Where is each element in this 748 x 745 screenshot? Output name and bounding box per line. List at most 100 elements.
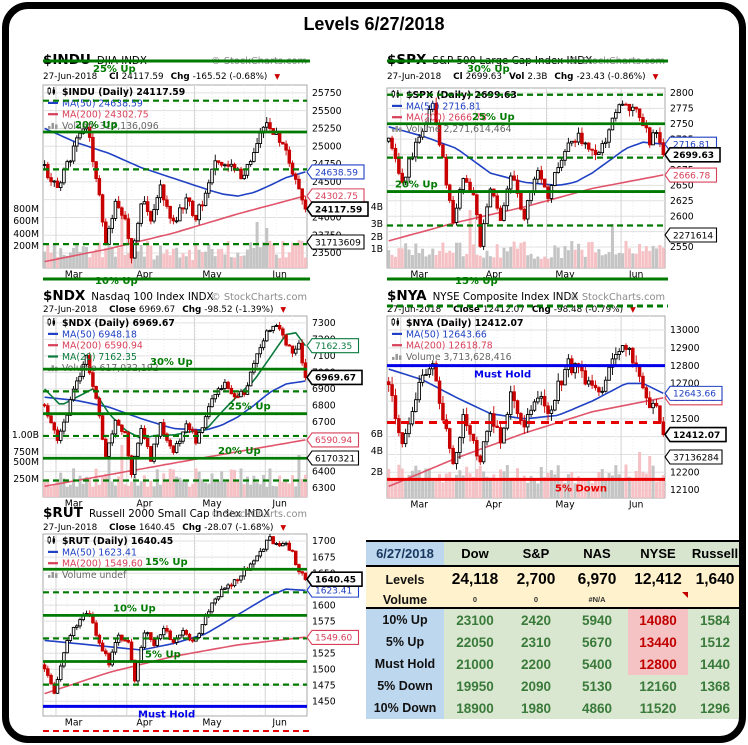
chart-header: $RUT Russell 2000 Small Cap Index INDX© S… [43,505,307,521]
svg-text:24117.59: 24117.59 [315,205,362,215]
chart-date-row: 27-Jun-2018 Cl 2699.63 Vol 2.3B Chg -23.43 (-0… [387,72,659,82]
svg-text:Cl: Cl [453,72,462,82]
table-value-cell: 21000 [444,653,506,675]
svg-text:1450: 1450 [312,696,336,707]
svg-text:Volume 317,136,096: Volume 317,136,096 [62,121,159,132]
svg-text:Mar: Mar [410,500,428,511]
table-label-cell: 5% Up [366,631,444,653]
svg-text:-23.43 (-0.86%): -23.43 (-0.86%) [576,72,645,82]
svg-text:May: May [555,500,575,511]
svg-text:6300: 6300 [312,483,336,494]
chart-date-row: 27-Jun-2018 Close 6969.67 Chg -98.52 (-1.39%… [43,305,286,315]
table-index-header: S&P [506,540,566,567]
levels-table: 6/27/2018 Dow S&P NAS NYSE Russell Levels 24,11… [366,540,742,719]
svg-text:1700: 1700 [312,536,336,547]
svg-text:MA(200) 24302.75: MA(200) 24302.75 [62,110,149,121]
table-row: 10% Down 18900 1980 4860 11520 1296 [366,697,742,719]
svg-text:1675: 1675 [312,552,336,563]
svg-text:▼: ▼ [274,72,280,81]
svg-text:© StockCharts.com: © StockCharts.com [211,509,307,520]
table-value-cell: 14080 [628,608,688,631]
svg-text:6800: 6800 [312,401,336,412]
svg-text:MA(50) 2716.81: MA(50) 2716.81 [406,101,481,112]
svg-text:1.00B: 1.00B [12,430,39,441]
svg-text:1623.41: 1623.41 [315,586,352,596]
svg-text:23500: 23500 [312,248,342,259]
svg-text:Nasdaq 100 Index INDX: Nasdaq 100 Index INDX [91,291,213,303]
svg-text:6170321: 6170321 [315,454,355,464]
svg-text:Chg: Chg [182,305,201,315]
table-value-cell: 1,640 [688,566,742,592]
svg-text:MA(50) 6948.18: MA(50) 6948.18 [62,329,137,340]
chart-date-row: 27-Jun-2018 Close 1640.45 Chg -28.07 (-1.68%… [43,523,286,533]
table-index-header: Russell [688,540,742,567]
comment-marker [682,592,688,598]
svg-text:MA(200) 12618.78: MA(200) 12618.78 [406,341,493,352]
svg-text:12700: 12700 [670,379,700,390]
svg-text:1600: 1600 [312,600,336,611]
svg-text:2666.78: 2666.78 [673,171,710,181]
svg-text:$INDU (Daily) 24117.59: $INDU (Daily) 24117.59 [62,87,185,98]
svg-text:MA(200) 1549.60: MA(200) 1549.60 [62,559,143,570]
chart-header: $NYA NYSE Composite Index INDX© StockChar… [387,288,665,304]
table-row: 5% Down 19950 2090 5130 12160 1368 [366,675,742,697]
svg-text:24638.59: 24638.59 [315,168,358,178]
svg-text:2800: 2800 [670,88,694,99]
table-value-cell: 1368 [688,675,742,697]
svg-text:$RUT: $RUT [43,505,84,521]
svg-text:250M: 250M [13,474,39,485]
svg-text:500M: 500M [13,457,39,468]
table-label-cell: 5% Down [366,675,444,697]
svg-text:2625: 2625 [670,196,694,207]
svg-text:Vol: Vol [509,72,524,82]
svg-text:12800: 12800 [670,361,700,372]
svg-text:1575: 1575 [312,616,336,627]
svg-text:MA(50) 1623.41: MA(50) 1623.41 [62,547,137,558]
svg-text:3B: 3B [371,219,383,230]
svg-text:6590.94: 6590.94 [315,436,352,446]
svg-text:2750: 2750 [670,119,694,130]
svg-text:10% Up: 10% Up [113,603,156,614]
svg-text:1640.45: 1640.45 [315,576,356,586]
svg-text:Chg: Chg [532,305,551,315]
svg-text:600M: 600M [13,216,39,227]
svg-text:2650: 2650 [670,181,694,192]
svg-text:2271614: 2271614 [673,231,713,241]
table-value-cell: 18900 [444,697,506,719]
svg-text:2699.63: 2699.63 [466,72,502,82]
svg-text:6969.67: 6969.67 [315,374,356,384]
svg-text:Russell 2000 Small Cap Index I: Russell 2000 Small Cap Index INDX [89,508,270,520]
svg-text:© StockCharts.com: © StockCharts.com [211,292,307,303]
svg-text:6700: 6700 [312,417,336,428]
svg-text:NYSE Composite Index INDX: NYSE Composite Index INDX [433,291,579,303]
svg-text:12900: 12900 [670,343,700,354]
svg-text:Volume 2,271,614,464: Volume 2,271,614,464 [406,124,512,135]
svg-text:24500: 24500 [312,177,342,188]
table-row: Volume 0 0 #N/A [366,592,742,609]
table-value-cell: 4860 [566,697,628,719]
svg-text:15% Up: 15% Up [145,557,188,568]
svg-text:7162.35: 7162.35 [315,342,352,352]
svg-text:Apr: Apr [136,499,152,510]
svg-text:May: May [202,270,222,281]
svg-text:27-Jun-2018: 27-Jun-2018 [43,523,97,533]
svg-text:25500: 25500 [312,106,342,117]
chart-date-row: 27-Jun-2018 Cl 24117.59 Chg -165.52 (-0.68%)… [43,72,280,82]
svg-text:4B: 4B [371,202,383,213]
svg-text:Apr: Apr [486,500,502,511]
svg-text:Apr: Apr [136,718,152,729]
svg-text:25% Up: 25% Up [93,64,136,75]
svg-text:6B: 6B [371,429,383,440]
svg-text:800M: 800M [13,204,39,215]
svg-text:20% Up: 20% Up [218,446,261,457]
table-row: Levels 24,118 2,700 6,970 12,412 1,640 [366,566,742,592]
svg-text:25% Up: 25% Up [472,112,515,123]
chart-header: $NDX Nasdaq 100 Index INDX© StockCharts.c… [43,288,307,304]
svg-text:7300: 7300 [312,318,336,329]
svg-text:25750: 25750 [312,88,342,99]
